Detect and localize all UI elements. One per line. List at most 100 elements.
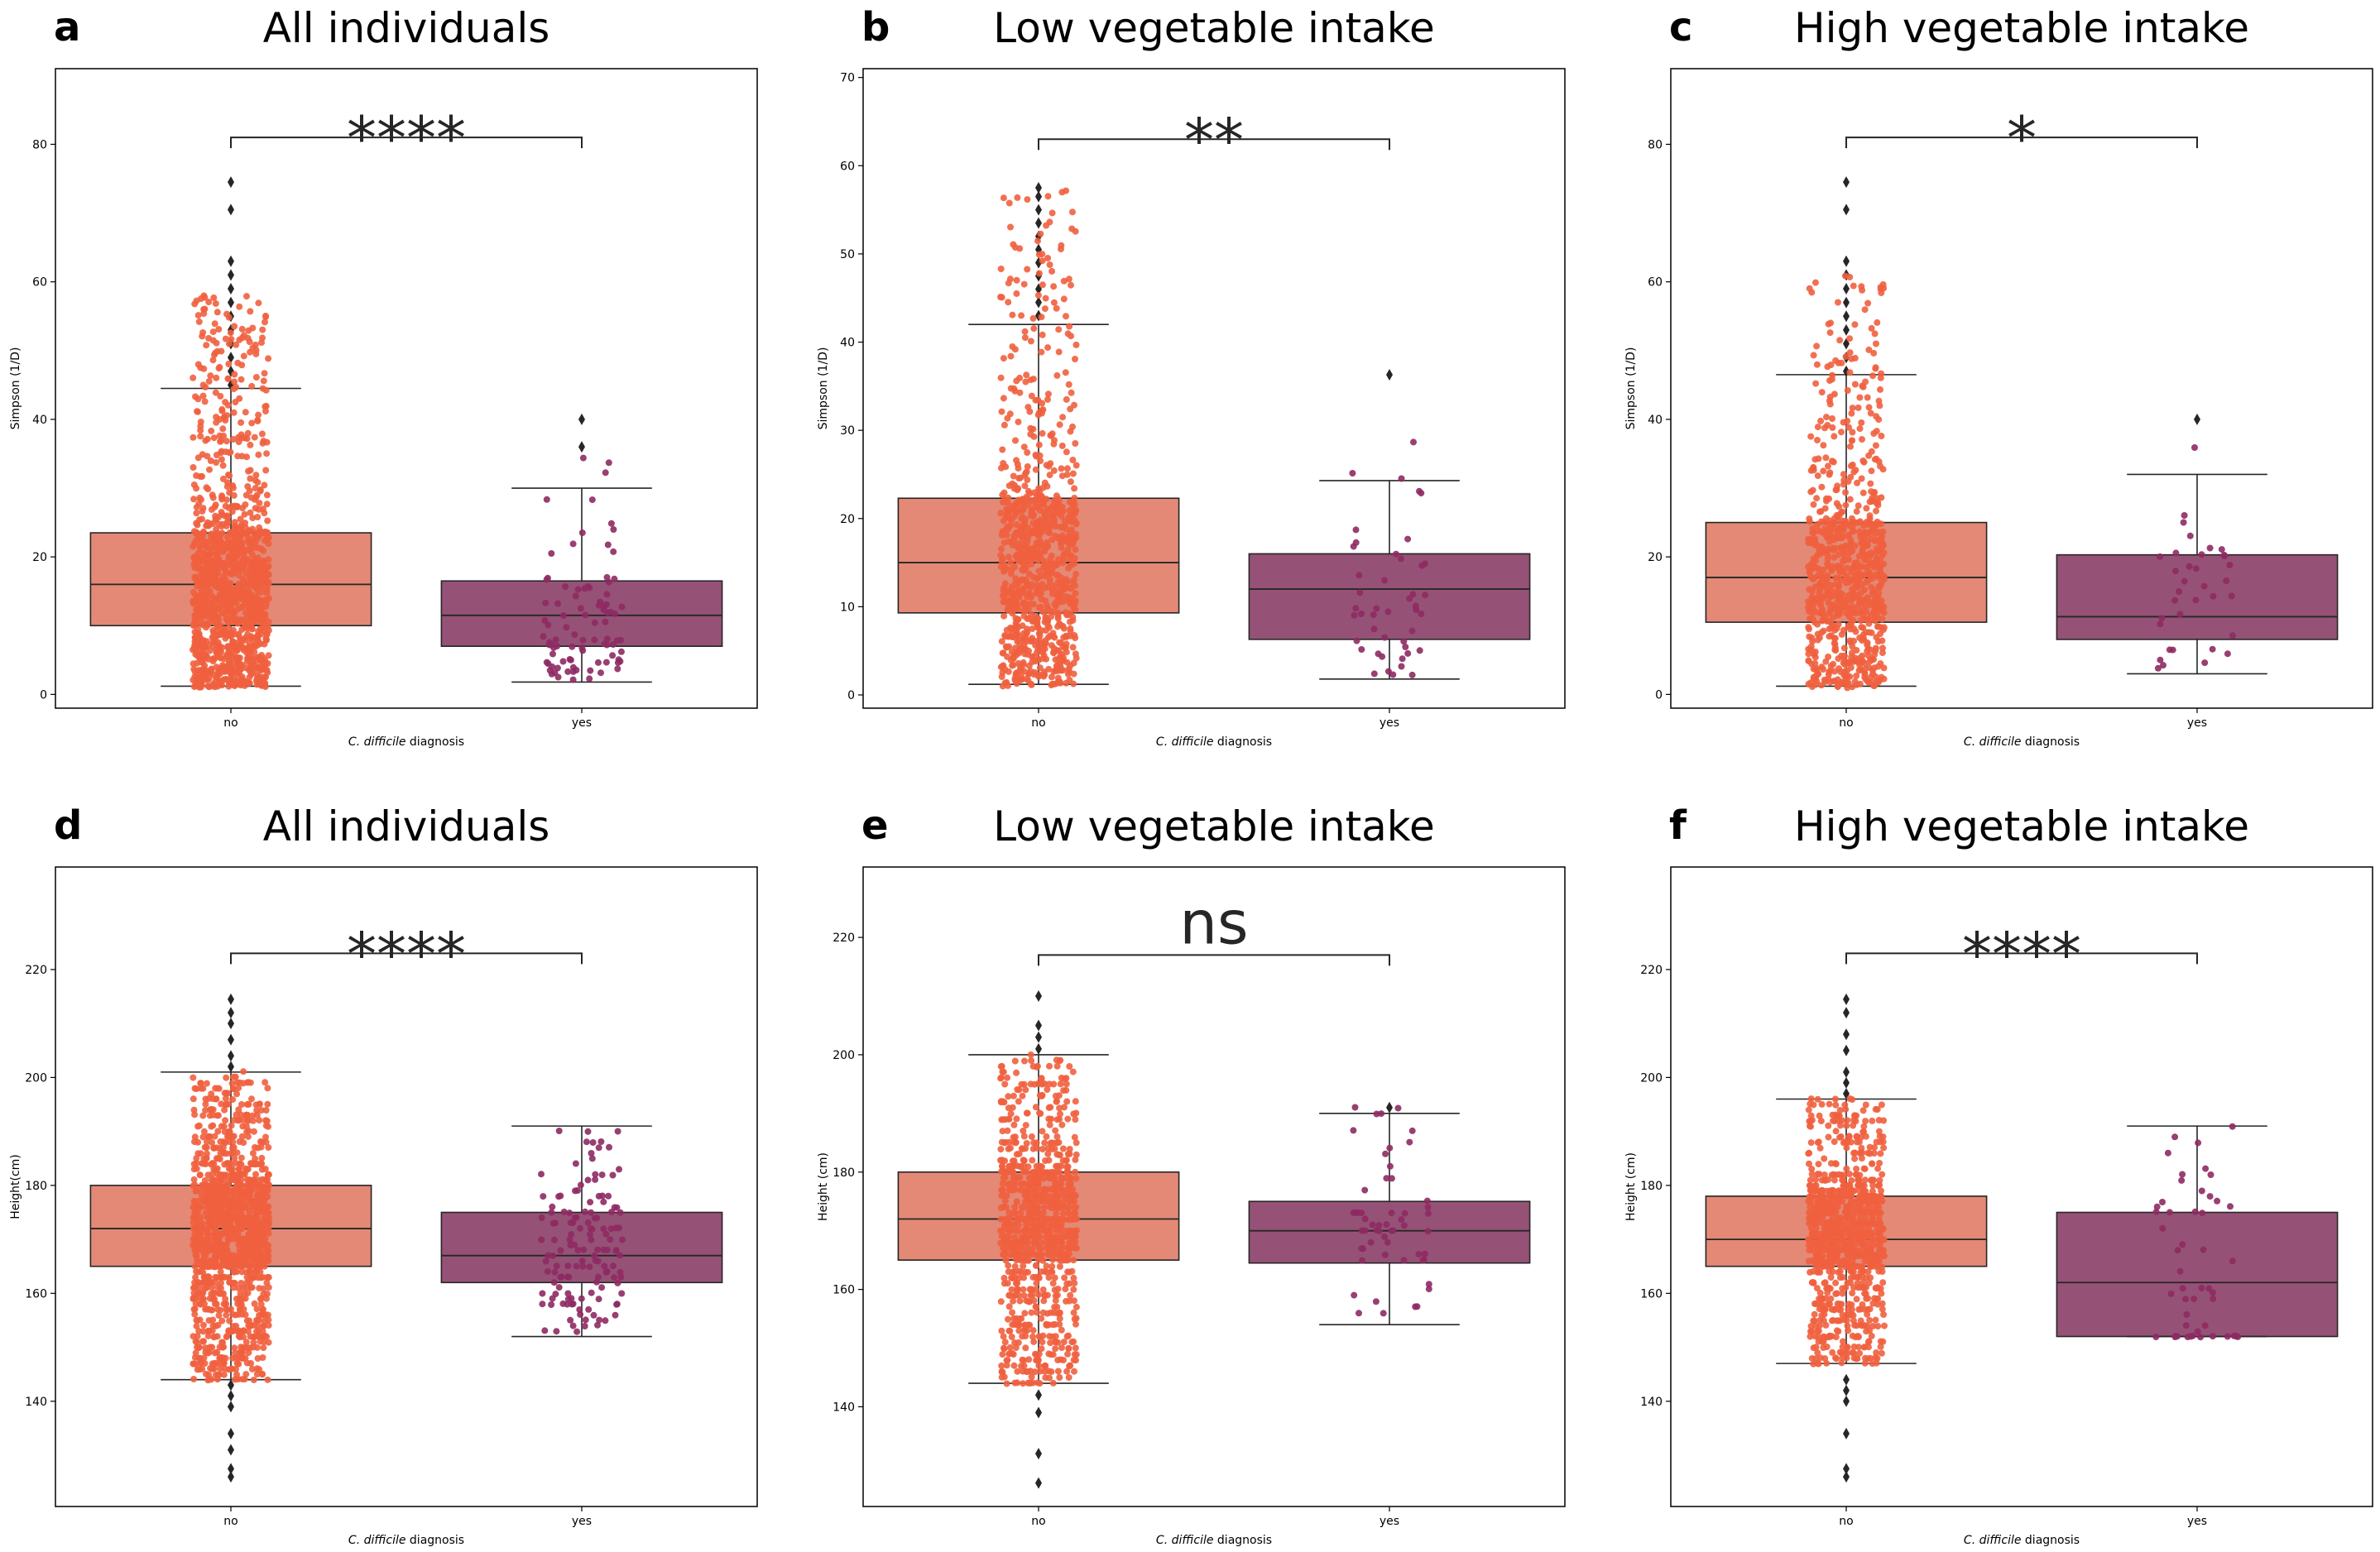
strip-point [209,1160,216,1167]
strip-point [1035,590,1043,597]
strip-point [238,325,246,333]
strip-point [1008,630,1015,638]
strip-point [206,647,214,654]
strip-point [1849,566,1856,573]
strip-point [201,1279,209,1286]
strip-point [2218,546,2225,553]
panel-letter: d [54,802,82,849]
y-tick-label: 50 [840,248,855,261]
strip-point [214,1128,222,1135]
strip-point [612,1311,619,1319]
strip-point [1072,570,1080,577]
strip-point [211,575,218,582]
strip-point [258,1154,266,1162]
strip-point [997,374,1005,381]
strip-point [1842,572,1850,579]
outlier-marker [228,1444,234,1456]
strip-point [214,668,222,676]
strip-point [2172,549,2180,557]
strip-point [544,574,551,582]
strip-point [1874,499,1882,506]
strip-point [246,1209,253,1216]
strip-point [1839,678,1846,686]
strip-point [257,599,264,606]
outlier-marker [1035,1448,1042,1460]
strip-point [238,1186,246,1194]
strip-point [555,1284,563,1291]
strip-point [220,1192,228,1200]
strip-point [1021,328,1029,335]
strip-point [1858,607,1865,615]
box-no [897,990,1180,1489]
strip-point [223,438,230,445]
strip-point [1848,410,1855,417]
strip-point [582,611,589,619]
strip-point [598,1284,606,1291]
significance-label: **** [347,103,466,173]
strip-point [192,641,199,649]
strip-point [595,1144,602,1152]
strip-point [1035,270,1043,277]
strip-point [541,1327,549,1334]
outlier-marker [228,1401,234,1413]
strip-point [193,593,200,601]
strip-point [1005,509,1012,516]
strip-point [1011,563,1019,571]
x-tick-label: yes [1380,716,1399,730]
strip-point [234,606,242,613]
strip-point [549,650,556,658]
strip-point [1052,656,1059,663]
strip-point [577,605,584,612]
strip-point [1356,572,1363,579]
strip-point [614,1128,621,1135]
strip-point [203,342,210,349]
strip-point [1015,531,1023,539]
strip-point [246,577,253,585]
strip-point [1049,563,1057,571]
strip-point [201,1300,208,1307]
strip-point [1007,656,1015,663]
strip-point [1010,472,1017,480]
strip-point [619,1236,626,1243]
strip-point [1418,562,1426,569]
strip-point [218,405,226,413]
strip-point [205,1317,213,1324]
strip-point [229,539,237,546]
strip-point [1846,496,1854,503]
strip-point [1009,480,1016,487]
strip-point [1824,363,1831,371]
strip-point [1019,622,1026,630]
strip-point [564,668,572,675]
strip-point [1853,673,1860,679]
strip-point [223,1150,230,1157]
strip-point [1826,469,1834,477]
strip-point [265,1257,272,1264]
strip-point [225,472,232,478]
strip-point [1056,421,1063,429]
strip-point [1834,597,1841,605]
strip-point [264,1376,271,1383]
strip-point [1007,352,1015,360]
strip-point [1864,639,1871,646]
y-tick-label: 0 [847,689,855,702]
strip-point [1870,682,1878,689]
strip-point [1820,442,1827,449]
strip-point [265,1123,271,1130]
strip-point [1831,553,1838,561]
strip-point [1874,614,1882,621]
strip-point [1025,662,1033,669]
strip-point [209,328,217,336]
strip-point [245,467,252,475]
strip-point [1067,478,1074,486]
strip-point [242,409,249,416]
strip-point [245,1079,252,1086]
strip-point [212,299,219,307]
strip-point [564,1290,572,1297]
strip-point [247,610,254,617]
strip-point [1831,433,1838,440]
strip-point [551,1268,559,1276]
strip-point [1022,635,1029,642]
strip-point [204,1377,212,1384]
strip-point [1827,663,1835,669]
